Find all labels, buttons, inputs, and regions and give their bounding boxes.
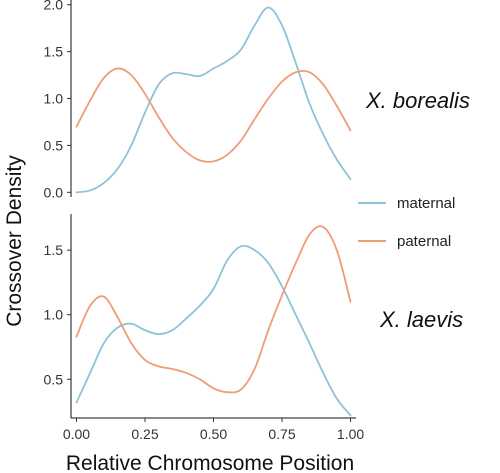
series-line-paternal [75,67,352,163]
x-axis-ticks: 0.00 0.25 0.50 0.75 1.00 [63,417,364,442]
legend: maternal paternal [358,195,455,250]
series-line-paternal [75,225,352,394]
y-tick-label: 2.0 [44,0,64,13]
panel-borealis: 0.0 0.5 1.0 1.5 2.0 [44,0,352,200]
y-tick-label: 0.0 [44,184,64,200]
x-tick-label: 0.75 [268,426,295,442]
y-axis-title: Crossover Density [3,155,26,327]
y-tick-label: 1.5 [44,242,64,258]
panel-label-borealis: X. borealis [365,88,470,113]
legend-label-maternal: maternal [397,195,455,212]
y-tick-label: 1.0 [44,307,64,323]
legend-label-paternal: paternal [397,233,451,250]
x-axis-title: Relative Chromosome Position [66,452,354,473]
y-tick-label: 1.5 [44,44,64,60]
y-tick-label: 0.5 [44,371,64,387]
series-line-maternal [75,244,352,417]
x-tick-label: 1.00 [337,426,364,442]
panel-laevis: 0.5 1.0 1.5 [44,214,352,418]
x-tick-label: 0.25 [131,426,158,442]
x-tick-label: 0.00 [63,426,90,442]
y-tick-label: 0.5 [44,137,64,153]
series-line-maternal [75,6,352,194]
y-tick-label: 1.0 [44,91,64,107]
panel-label-laevis: X. laevis [379,307,463,332]
x-tick-label: 0.50 [200,426,227,442]
